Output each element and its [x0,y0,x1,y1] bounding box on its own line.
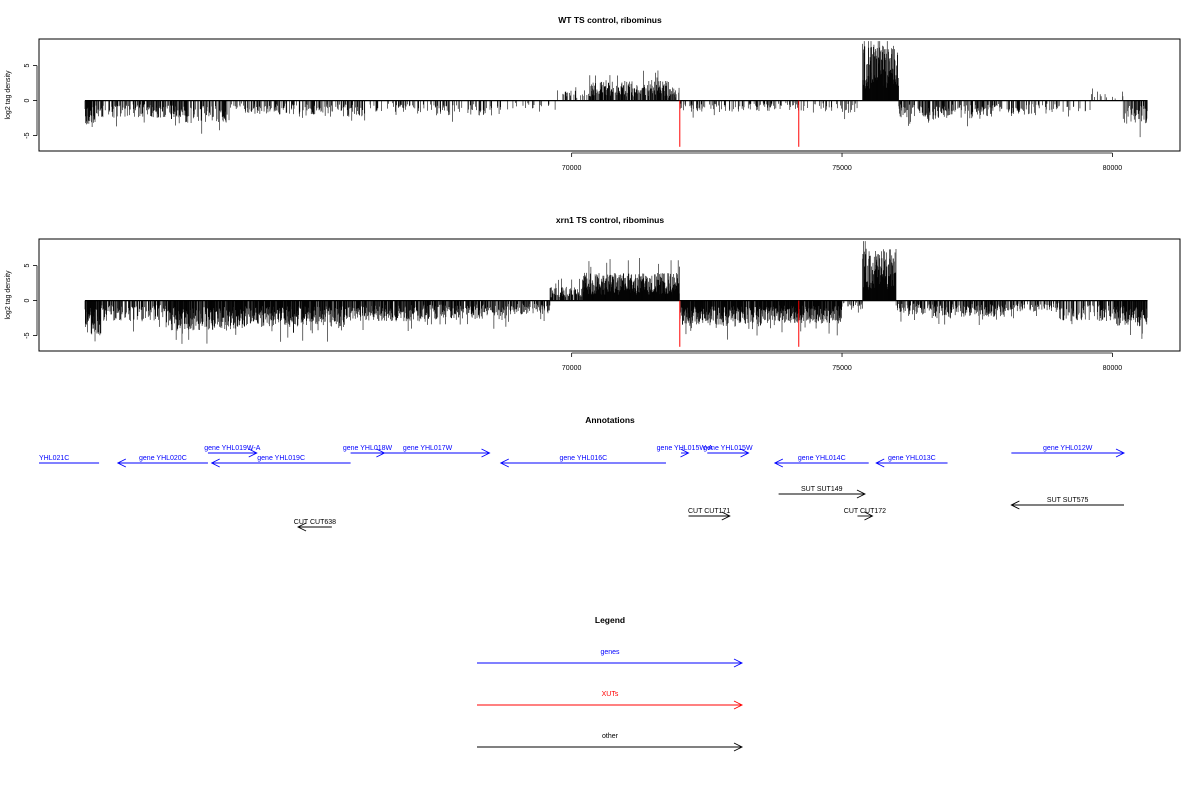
legend-item-other: other [477,733,744,752]
legend-label: other [602,733,619,740]
signal-bars [84,41,1148,138]
feature-label: gene YHL013C [888,455,936,462]
panel-title: xrn1 TS control, ribominus [556,215,664,225]
feature-label: gene YHL018W [343,445,393,452]
arrowhead [721,511,731,521]
legend-item-xuts: XUTs [477,691,744,710]
arrowhead [875,458,885,468]
x-tick-label: 80000 [1103,165,1123,172]
feature-label: gene YHL014C [798,455,846,462]
feature-label: YHL021C [39,455,69,462]
feature-gene-yhl018w: gene YHL018W [343,445,393,458]
arrowhead [680,448,690,458]
x-tick-label: 80000 [1103,365,1123,372]
arrowhead [297,522,307,532]
feature-cut-cut638: CUT CUT638 [294,519,336,532]
panel-wt: WT TS control, ribominus log2 tag densit… [5,15,1181,172]
annotations-track: Annotations YHL021C gene YHL020C gene YHL0… [39,415,1126,532]
legend-items: genes XUTs other [477,649,744,752]
panel-title: WT TS control, ribominus [558,15,662,25]
feature-label: CUT CUT171 [688,508,730,515]
y-tick-label: 5 [24,264,31,268]
x-tick-label: 70000 [562,365,582,372]
y-tick-label: 5 [24,64,31,68]
y-axis-label: log2 tag density [5,70,12,120]
annotations-title: Annotations [585,415,635,425]
y-tick-label: -5 [24,332,31,338]
arrowhead [856,489,866,499]
feature-label: gene YHL017W [403,445,453,452]
feature-gene-yhl017w: gene YHL017W [365,445,491,458]
arrowhead [499,458,509,468]
feature-sut-sut149: SUT SUT149 [778,486,866,499]
panel-xrn1: xrn1 TS control, ribominus log2 tag dens… [5,215,1181,372]
feature-gene-yhl015w: gene YHL015W [703,445,753,458]
feature-label: gene YHL020C [139,455,187,462]
xut-marks [679,300,800,347]
legend: Legend genes XUTs other [477,615,744,752]
legend-item-genes: genes [477,649,744,668]
legend-label: genes [600,649,620,656]
legend-arrowhead [733,658,744,668]
feature-label: CUT CUT638 [294,519,336,526]
feature-gene-yhl012w: gene YHL012W [1011,445,1126,458]
legend-title: Legend [595,615,625,625]
plot-frame [38,238,1181,352]
y-tick-label: -5 [24,132,31,138]
x-tick-label: 75000 [832,165,852,172]
annotation-features: YHL021C gene YHL020C gene YHL019W-A gene YH… [39,445,1126,532]
y-tick-label: 0 [24,99,31,103]
axes: 70000 75000 80000 -5 0 5 [24,264,1122,372]
feature-label: SUT SUT575 [1047,497,1089,504]
legend-label: XUTs [602,691,619,698]
feature-label: gene YHL015W-A [657,445,713,452]
legend-arrowhead [733,742,744,752]
arrowhead [1115,448,1126,458]
plot-frame [38,38,1181,152]
feature-gene-yhl013c: gene YHL013C [875,455,948,468]
feature-label: gene YHL015W [703,445,753,452]
x-tick-label: 75000 [832,365,852,372]
feature-yhl021c: YHL021C [39,455,100,464]
arrowhead [740,448,750,458]
legend-arrowhead [733,700,744,710]
feature-gene-yhl016c: gene YHL016C [499,455,666,468]
feature-cut-cut171: CUT CUT171 [688,508,731,521]
feature-label: gene YHL016C [560,455,608,462]
arrowhead [773,458,784,468]
feature-gene-yhl019c: gene YHL019C [210,455,351,468]
arrowhead [210,458,220,468]
signal-bars [84,241,1148,344]
feature-label: gene YHL019W-A [204,445,260,452]
arrowhead [1010,500,1020,510]
feature-label: CUT CUT172 [844,508,886,515]
axes: 70000 75000 80000 -5 0 5 [24,64,1122,172]
arrowhead [248,448,258,458]
x-tick-label: 70000 [562,165,582,172]
feature-label: gene YHL012W [1043,445,1093,452]
y-tick-label: 0 [24,299,31,303]
feature-label: gene YHL019C [257,455,305,462]
feature-label: SUT SUT149 [801,486,843,493]
arrowhead [481,448,491,458]
feature-gene-yhl014c: gene YHL014C [773,455,869,468]
feature-gene-yhl015w-a: gene YHL015W-A [657,445,713,458]
feature-cut-cut172: CUT CUT172 [844,508,886,521]
y-axis-label: log2 tag density [5,270,12,320]
feature-gene-yhl020c: gene YHL020C [116,455,208,468]
arrowhead [864,511,874,521]
feature-sut-sut575: SUT SUT575 [1010,497,1124,510]
feature-gene-yhl019w-a: gene YHL019W-A [204,445,261,458]
arrowhead [116,458,127,468]
xut-marks [679,100,800,147]
